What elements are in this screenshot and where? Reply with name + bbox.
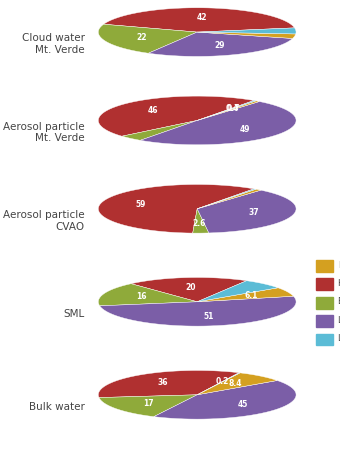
Text: 42: 42 <box>197 13 207 22</box>
Bar <box>316 334 333 345</box>
Text: SML: SML <box>64 309 85 319</box>
Text: 36: 36 <box>157 379 168 387</box>
Polygon shape <box>98 24 197 53</box>
Text: 46: 46 <box>148 106 158 115</box>
Polygon shape <box>98 96 254 136</box>
Text: 16: 16 <box>136 292 147 301</box>
Polygon shape <box>99 395 197 417</box>
Text: 0.4: 0.4 <box>225 104 239 113</box>
Text: Aerosol particle
Mt. Verde: Aerosol particle Mt. Verde <box>3 122 85 143</box>
Bar <box>316 297 333 309</box>
Polygon shape <box>197 373 277 395</box>
Text: Cloud water
Mt. Verde: Cloud water Mt. Verde <box>22 33 85 55</box>
Text: Biopolymers: Biopolymers <box>338 260 340 270</box>
Polygon shape <box>197 288 293 302</box>
Polygon shape <box>98 185 254 233</box>
Polygon shape <box>122 120 197 140</box>
Text: 17: 17 <box>143 399 154 408</box>
Polygon shape <box>197 32 296 39</box>
Text: Bulk water: Bulk water <box>29 402 85 412</box>
Text: 2.6: 2.6 <box>193 219 206 228</box>
Text: 22: 22 <box>136 33 147 42</box>
Text: 45: 45 <box>237 400 248 409</box>
Text: Aerosol particle
CVAO: Aerosol particle CVAO <box>3 210 85 232</box>
Bar <box>316 279 333 290</box>
Bar <box>316 315 333 327</box>
Text: 51: 51 <box>204 312 214 320</box>
Polygon shape <box>193 209 209 233</box>
Polygon shape <box>197 190 296 233</box>
Polygon shape <box>131 278 246 302</box>
Text: 37: 37 <box>249 208 259 218</box>
Bar <box>316 260 333 272</box>
Text: Humic substances: Humic substances <box>338 279 340 288</box>
Polygon shape <box>154 380 296 419</box>
Text: LMW neutrals: LMW neutrals <box>338 316 340 325</box>
Polygon shape <box>100 296 296 326</box>
Text: 59: 59 <box>136 199 146 209</box>
Text: 20: 20 <box>186 283 196 292</box>
Polygon shape <box>140 101 296 145</box>
Text: Building blocks: Building blocks <box>338 298 340 306</box>
Polygon shape <box>104 8 294 32</box>
Polygon shape <box>197 189 256 209</box>
Polygon shape <box>98 284 197 306</box>
Text: 8.4: 8.4 <box>228 379 242 388</box>
Polygon shape <box>197 100 256 120</box>
Text: 6.1: 6.1 <box>245 291 258 300</box>
Text: 29: 29 <box>215 41 225 50</box>
Text: 0.7: 0.7 <box>227 104 240 113</box>
Polygon shape <box>197 28 296 34</box>
Text: 0.2: 0.2 <box>216 377 229 386</box>
Polygon shape <box>197 373 240 395</box>
Text: LMW acids: LMW acids <box>338 334 340 343</box>
Polygon shape <box>98 371 239 398</box>
Polygon shape <box>148 32 293 56</box>
Polygon shape <box>197 189 261 209</box>
Polygon shape <box>197 101 259 120</box>
Polygon shape <box>197 281 278 302</box>
Text: 49: 49 <box>239 125 250 134</box>
